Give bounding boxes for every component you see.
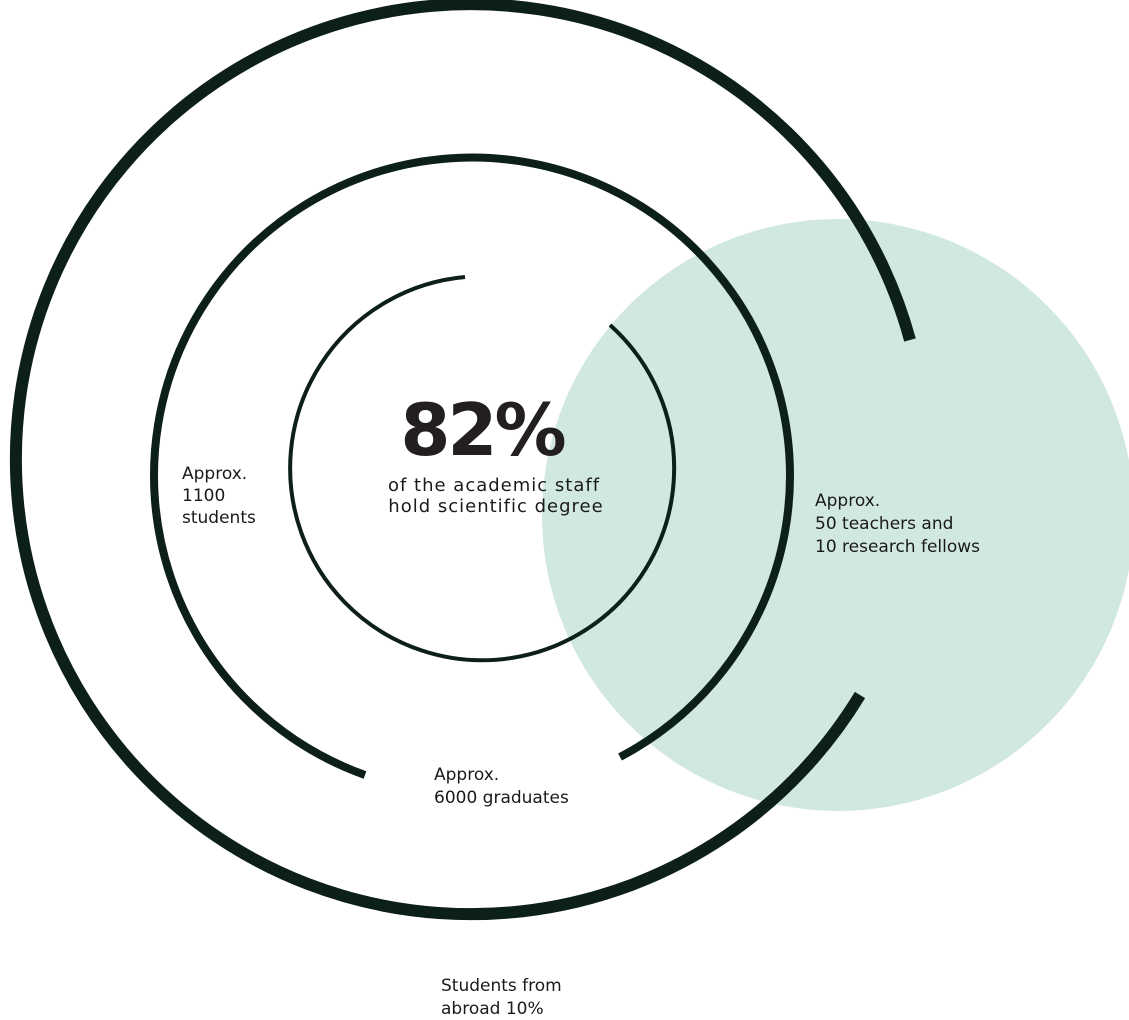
label: Approx.: [182, 464, 247, 484]
caption: hold scientific degree: [388, 496, 603, 517]
label: 1100: [182, 486, 225, 506]
label: 50 teachers and: [815, 514, 953, 534]
middle-ring: [150, 153, 794, 779]
label: students: [182, 508, 256, 528]
label: 10 research fellows: [815, 537, 980, 557]
outer-ring: [9, 0, 916, 921]
label: abroad 10%: [441, 999, 544, 1019]
inner-ring: [288, 275, 677, 663]
label: 6000 graduates: [434, 788, 569, 808]
label: Approx.: [434, 765, 499, 785]
label: Students from: [441, 976, 562, 996]
caption: of the academic staff: [388, 475, 600, 496]
staff-circle: [542, 219, 1129, 811]
label: Approx.: [815, 491, 880, 511]
headline-value: 82%: [400, 388, 564, 472]
